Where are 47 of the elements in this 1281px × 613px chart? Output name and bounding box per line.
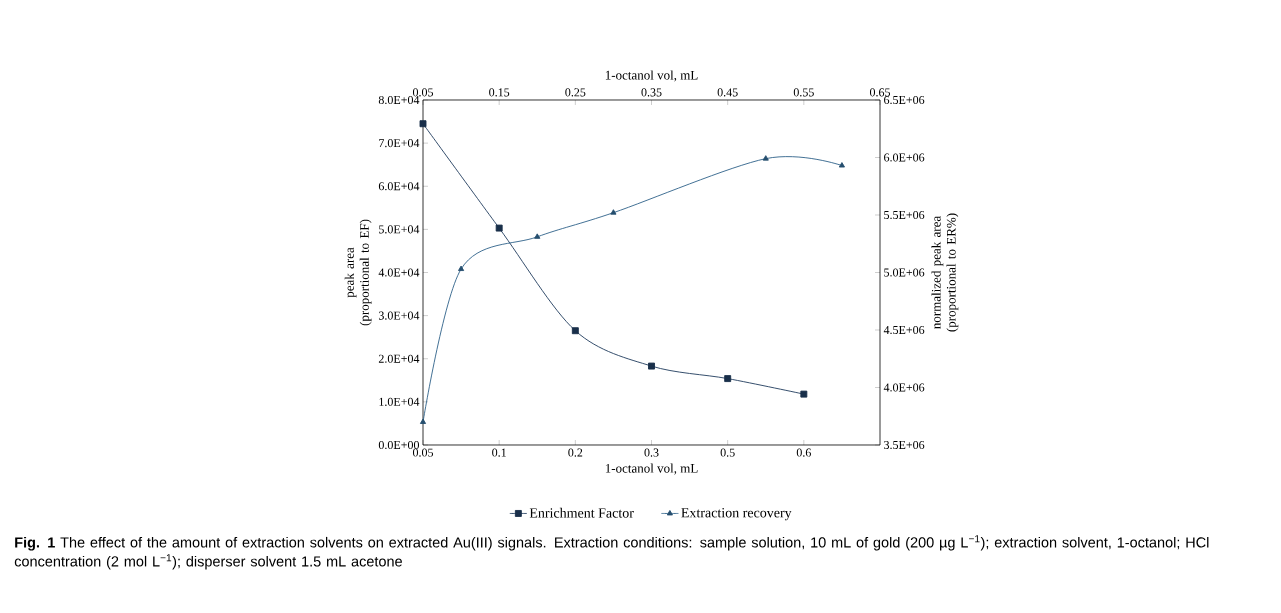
y-tick-label: 1.0E+04 <box>379 397 420 406</box>
y2-tick-label: 6.5E+06 <box>884 95 925 105</box>
point <box>800 390 808 398</box>
y-tick-label: 5.0E+04 <box>379 225 420 234</box>
x-tick-label: 0.1 <box>492 448 506 457</box>
x2-axis-title: 1-octanol vol, mL <box>605 70 698 82</box>
x2-tick-label: 0.15 <box>489 88 510 97</box>
y2-tick-label: 6.0E+06 <box>884 153 925 162</box>
x-tick-label: 0.3 <box>644 448 659 457</box>
x2-tick-label: 0.25 <box>565 88 586 97</box>
y2-tick-label: 4.0E+06 <box>883 383 925 392</box>
x2-tick-label: 0.55 <box>793 88 814 97</box>
y-tick-label: 2.0E+04 <box>378 354 420 363</box>
point <box>495 224 503 232</box>
legend-label: Extraction recovery <box>681 508 792 521</box>
y2-tick-label: 4.5E+06 <box>883 325 925 335</box>
x-tick-label: 0.05 <box>412 448 434 457</box>
y-tick-label: 7.0E+04 <box>379 139 420 148</box>
y2-axis-title: normalized peak area (proportional to ER%) <box>931 213 959 332</box>
y2-tick-label: 3.5E+06 <box>884 440 925 450</box>
y-axis-title: peak area (proportional to EF) <box>344 219 372 326</box>
legend-label: Enrichment Factor <box>529 507 634 518</box>
point <box>648 362 655 370</box>
text: Fig. 1 The effect of the amount of extraction solvents on extracted Au(III) signals. Extraction conditions: sample solution, 10 mL of gold (200 µg L$^{−1}$); extraction solvent, 1-octanol; HCl concentration (2 mol L$^{−1}$); disperser solvent 1.5 mL acetone <box>14 535 1209 570</box>
x2-tick-label: 0.05 <box>412 88 434 97</box>
y-tick-label: 8.0E+04 <box>378 95 420 105</box>
point <box>762 155 769 161</box>
y-tick-label: 6.0E+04 <box>378 182 420 191</box>
y2-tick-label: 5.0E+06 <box>884 268 925 277</box>
point <box>419 120 427 128</box>
point <box>610 209 617 215</box>
y-tick-label: 0.0E+00 <box>378 440 420 450</box>
x-axis-title: 1-octanol vol, mL <box>605 463 698 475</box>
y2-tick-label: 5.5E+06 <box>884 210 925 220</box>
point <box>534 233 541 239</box>
y-tick-label: 4.0E+04 <box>378 268 420 277</box>
point <box>571 327 579 335</box>
point <box>458 265 465 271</box>
x2-tick-label: 0.65 <box>869 88 891 97</box>
x-tick-label: 0.6 <box>796 448 811 457</box>
x2-tick-label: 0.45 <box>717 88 738 97</box>
point <box>724 375 732 383</box>
x-tick-label: 0.2 <box>568 448 583 457</box>
x-tick-label: 0.5 <box>720 448 735 457</box>
y-tick-label: 3.0E+04 <box>378 311 420 320</box>
point <box>838 162 845 168</box>
x2-tick-label: 0.35 <box>641 88 662 97</box>
